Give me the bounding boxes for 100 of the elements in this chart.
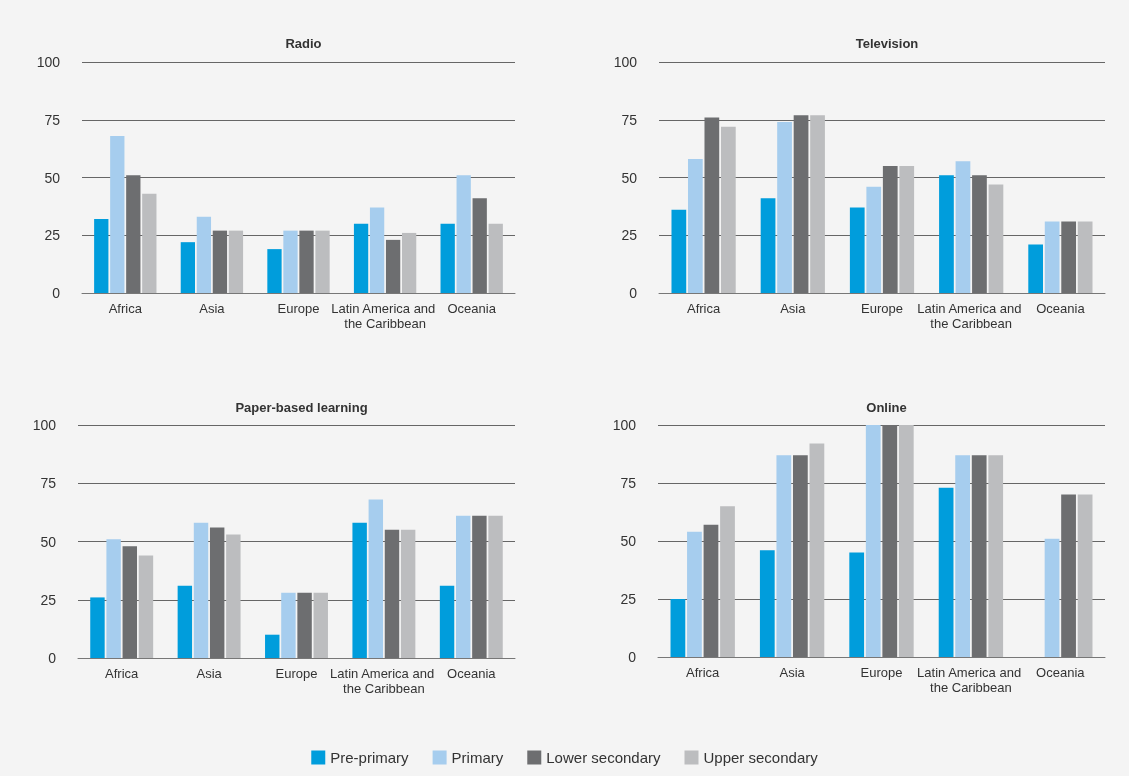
bar: [180, 242, 196, 293]
y-tick-label: 25: [620, 591, 637, 607]
bar: [94, 219, 109, 293]
y-tick-label: 0: [52, 285, 61, 301]
bar: [106, 539, 121, 658]
chart-title: Paper-based learning: [235, 400, 368, 415]
bar: [267, 249, 282, 293]
y-tick-label: 50: [621, 169, 638, 186]
bar: [810, 115, 825, 293]
bar: [440, 223, 455, 293]
bar: [110, 135, 125, 293]
bar: [687, 159, 703, 293]
x-tick-label: Latin America and the Caribbean: [917, 301, 1026, 331]
chart-title: Online: [866, 400, 907, 415]
bar: [226, 534, 241, 658]
y-tick-label: 75: [621, 111, 638, 128]
y-tick-label: 50: [44, 169, 61, 186]
bar: [228, 230, 244, 293]
y-tick-label: 25: [40, 591, 57, 608]
bar: [315, 230, 330, 293]
bar: [142, 193, 157, 293]
bar: [670, 599, 686, 657]
bar: [400, 529, 416, 658]
x-tick-label: Oceania: [1036, 301, 1086, 316]
bar: [809, 443, 825, 657]
y-tick-label: 75: [40, 475, 57, 492]
y-tick-label: 100: [612, 417, 637, 433]
y-tick-label: 25: [621, 227, 638, 244]
legend-label: Upper secondary: [703, 749, 819, 766]
y-tick-label: 0: [48, 650, 57, 666]
bar: [849, 552, 865, 657]
x-tick-label: Europe: [275, 666, 318, 681]
bar: [760, 198, 776, 293]
bar: [369, 207, 385, 293]
chart-title: Radio: [285, 36, 322, 51]
x-tick-label: Oceania: [1036, 665, 1086, 680]
bar: [898, 425, 914, 657]
bar: [138, 555, 154, 658]
y-tick-label: 50: [620, 533, 637, 549]
bar: [866, 186, 882, 293]
y-tick-label: 75: [44, 111, 61, 128]
bar: [939, 175, 954, 293]
x-tick-label: Asia: [780, 301, 807, 316]
bar: [368, 499, 384, 658]
bar: [177, 585, 193, 658]
x-tick-label: Europe: [860, 665, 903, 680]
x-tick-label: Latin America and the Caribbean: [331, 301, 439, 331]
x-tick-label: Oceania: [447, 666, 497, 681]
x-tick-label: Oceania: [447, 301, 497, 316]
y-tick-label: 0: [628, 649, 637, 665]
y-tick-label: 50: [40, 533, 57, 550]
x-tick-label: Latin America and the Caribbean: [917, 665, 1025, 695]
bar: [90, 597, 105, 658]
bar: [687, 531, 702, 657]
bar: [671, 209, 687, 293]
bar: [865, 425, 881, 657]
y-tick-label: 100: [36, 54, 61, 70]
x-tick-label: Africa: [686, 665, 721, 680]
y-tick-label: 100: [613, 54, 638, 70]
bar: [1044, 221, 1060, 293]
bar: [265, 634, 280, 658]
x-tick-label: Latin America and the Caribbean: [330, 666, 438, 696]
bar: [456, 515, 471, 658]
x-tick-label: Asia: [199, 301, 226, 316]
y-tick-label: 100: [32, 417, 57, 433]
bar: [1077, 494, 1093, 657]
bar: [193, 522, 209, 658]
bar: [488, 515, 503, 658]
x-tick-label: Europe: [277, 301, 320, 316]
bar: [988, 184, 1004, 293]
bar: [955, 161, 971, 293]
x-tick-label: Asia: [196, 666, 223, 681]
bar: [899, 165, 915, 293]
bar: [352, 522, 367, 658]
bar: [439, 585, 455, 658]
bar: [283, 230, 298, 293]
legend-label: Primary: [451, 749, 504, 766]
x-tick-label: Africa: [108, 301, 143, 316]
bar: [720, 506, 735, 657]
legend-label: Lower secondary: [546, 749, 661, 766]
y-tick-label: 0: [629, 285, 638, 301]
x-tick-label: Europe: [861, 301, 903, 316]
bar: [777, 122, 792, 293]
bar: [720, 126, 736, 293]
y-tick-label: 25: [44, 227, 61, 244]
bar: [401, 232, 417, 293]
y-tick-label: 75: [620, 475, 637, 491]
bar: [988, 455, 1004, 657]
x-tick-label: Africa: [686, 301, 721, 316]
bar: [353, 223, 369, 293]
bar: [955, 455, 971, 657]
bar: [281, 592, 296, 658]
x-tick-label: Asia: [779, 665, 806, 680]
legend-label: Pre-primary: [330, 749, 410, 766]
bar: [776, 455, 792, 657]
bar: [456, 175, 471, 293]
x-tick-label: Africa: [105, 666, 140, 681]
bar: [488, 223, 503, 293]
bar: [1077, 221, 1093, 293]
bar: [938, 487, 954, 657]
